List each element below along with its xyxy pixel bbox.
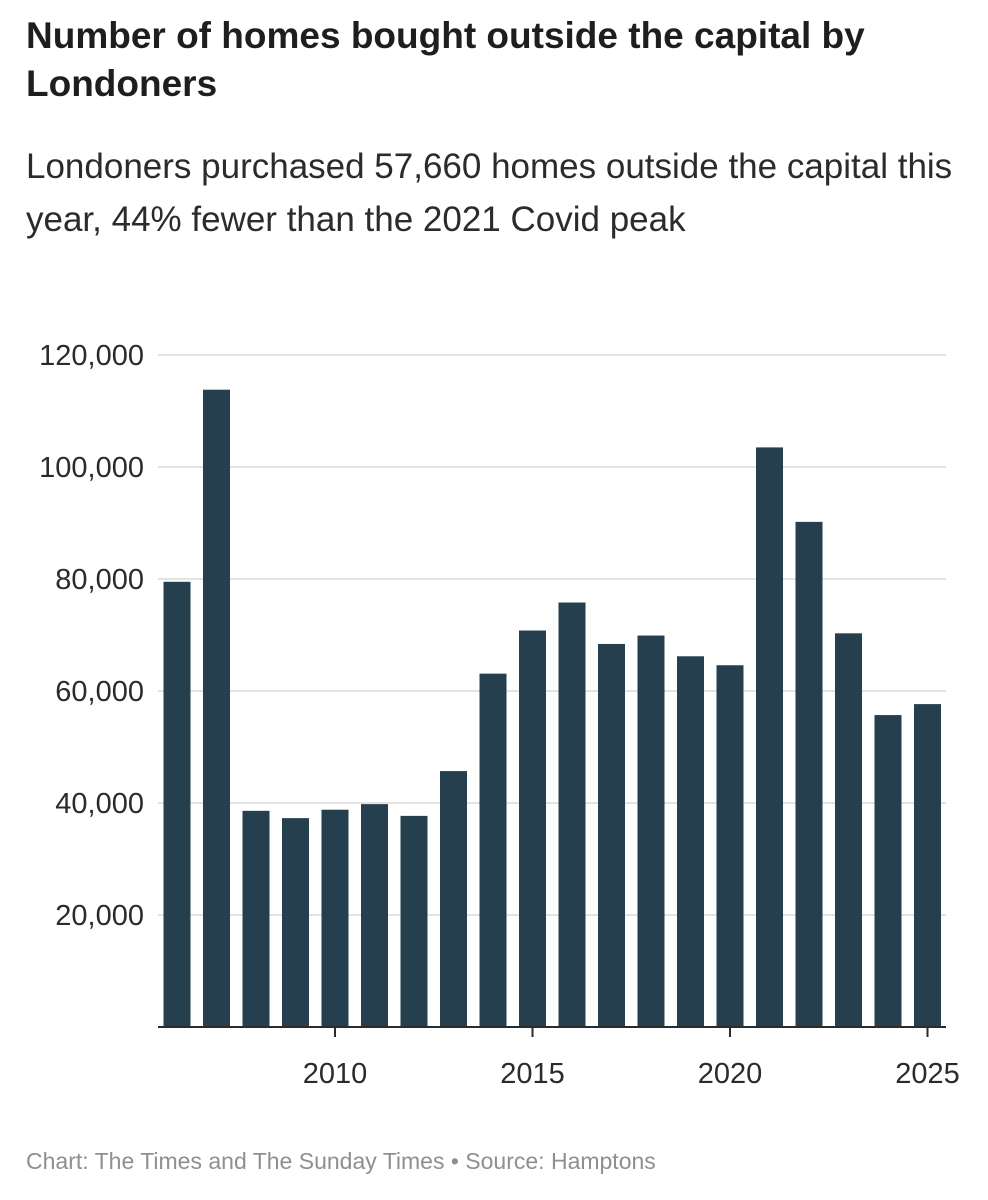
bar-2016 <box>558 602 586 1027</box>
x-tick-label: 2020 <box>698 1058 763 1090</box>
bar-2008 <box>242 810 270 1027</box>
y-tick-label: 100,000 <box>39 452 144 484</box>
x-tick-label: 2025 <box>895 1058 960 1090</box>
y-axis-labels: 20,000 40,000 60,000 80,000 100,000 120,000 <box>39 340 144 932</box>
bar-2011 <box>361 804 388 1027</box>
chart-source-footer: Chart: The Times and The Sunday Times • … <box>26 1148 656 1174</box>
bar-2007 <box>203 389 230 1028</box>
bar-2017 <box>598 643 625 1027</box>
y-tick-label: 20,000 <box>55 900 144 932</box>
y-tick-label: 60,000 <box>55 676 144 708</box>
bar-chart: 2010 2015 2020 2025 20,000 40,000 60,000 80,00… <box>39 340 960 1090</box>
x-axis: 2010 2015 2020 2025 <box>158 1026 960 1090</box>
bar-2010 <box>321 809 349 1027</box>
bar-2023 <box>835 633 862 1027</box>
bar-2013 <box>440 771 467 1027</box>
bar-2018 <box>637 635 665 1027</box>
bar-2006 <box>163 581 191 1027</box>
bar-2020 <box>716 665 744 1027</box>
y-tick-label: 120,000 <box>39 340 144 372</box>
bars <box>163 389 941 1028</box>
bar-2025 <box>914 704 941 1027</box>
bar-2009 <box>282 818 309 1027</box>
chart-subtitle: Londoners purchased 57,660 homes outside… <box>26 147 953 239</box>
bar-2022 <box>795 521 823 1027</box>
bar-2015 <box>519 630 546 1027</box>
y-tick-label: 80,000 <box>55 564 144 596</box>
x-tick-label: 2015 <box>500 1058 565 1090</box>
gridlines <box>158 354 946 916</box>
bar-2021 <box>756 447 783 1027</box>
bar-2014 <box>479 673 507 1027</box>
bar-2024 <box>874 715 902 1027</box>
chart-title: Number of homes bought outside the capit… <box>26 15 865 104</box>
y-tick-label: 40,000 <box>55 788 144 820</box>
x-tick-label: 2010 <box>303 1058 368 1090</box>
bar-2012 <box>400 815 428 1027</box>
bar-2019 <box>677 656 704 1027</box>
